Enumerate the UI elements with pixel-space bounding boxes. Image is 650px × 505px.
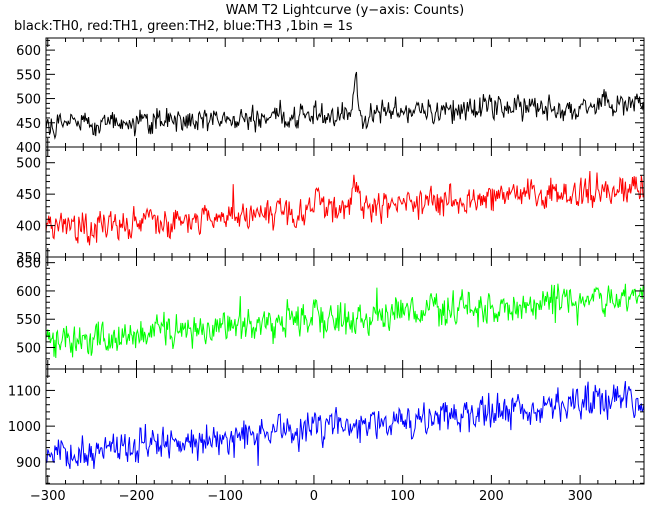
- panel-frame-1: [45, 146, 645, 258]
- ytick-label: 1100: [8, 384, 41, 399]
- ytick-label: 500: [16, 157, 41, 172]
- xtick-label: 0: [310, 489, 318, 504]
- ytick-label: 1000: [8, 420, 41, 435]
- xtick-label: −200: [119, 489, 155, 504]
- xtick-label: −100: [207, 489, 243, 504]
- ytick-label: 550: [16, 68, 41, 83]
- series-line-0-0: [46, 71, 644, 140]
- chart-subtitle: black:TH0, red:TH1, green:TH2, blue:TH3 …: [14, 19, 353, 34]
- xtick-label: 300: [568, 489, 593, 504]
- panel-0: 400 450 500 550 600: [16, 37, 645, 156]
- xtick-label: 200: [479, 489, 504, 504]
- ytick-label: 550: [16, 313, 41, 328]
- ytick-label: 450: [16, 188, 41, 203]
- chart-title: WAM T2 Lightcurve (y−axis: Counts): [226, 3, 464, 18]
- ytick-label: 500: [16, 342, 41, 357]
- series-line-1-0: [46, 170, 644, 246]
- panel-2: 500 550 600 650: [16, 256, 645, 370]
- series-line-2-0: [46, 283, 644, 359]
- ytick-label: 500: [16, 93, 41, 108]
- ytick-label: 350: [16, 251, 41, 266]
- ytick-label: 450: [16, 117, 41, 132]
- panel-3: 900 1000 1100 −300 −200 −100 0 100 200 300: [8, 368, 645, 504]
- ytick-label: 400: [16, 220, 41, 235]
- series-line-3-0: [46, 381, 644, 470]
- xtick-label: −300: [30, 489, 66, 504]
- panels: 400 450 500 550 600 350 400 450 500 500 550 600 650 9…: [8, 37, 645, 504]
- ytick-label: 600: [16, 44, 41, 59]
- ytick-label: 900: [16, 456, 41, 471]
- panel-1: 350 400 450 500: [16, 146, 645, 266]
- ytick-label: 650: [16, 257, 41, 272]
- ytick-label: 600: [16, 285, 41, 300]
- xtick-label: 100: [390, 489, 415, 504]
- ytick-label: 400: [16, 141, 41, 156]
